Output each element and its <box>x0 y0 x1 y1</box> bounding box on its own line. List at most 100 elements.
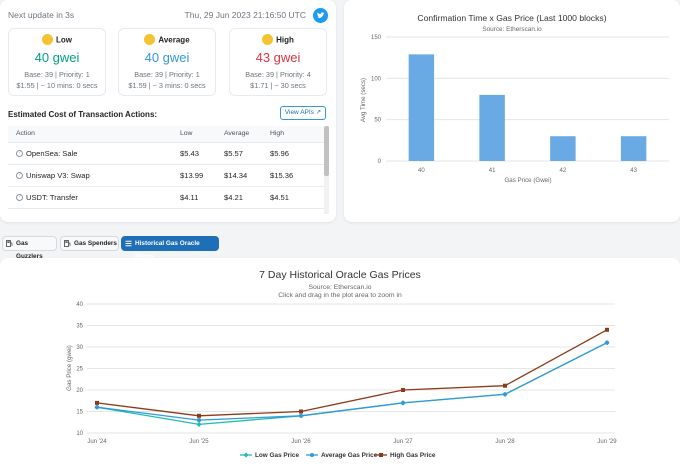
twitter-icon[interactable] <box>313 8 328 23</box>
col-action: Action <box>8 126 172 143</box>
bar-y-tick-label: 0 <box>378 159 382 165</box>
bar-y-tick-label: 100 <box>371 76 382 82</box>
line-x-tick-label: Jun '25 <box>189 439 209 445</box>
line-y-tick-label: 25 <box>76 367 83 373</box>
bar-chart-title: Confirmation Time x Gas Price (Last 1000… <box>417 13 606 23</box>
bar-43[interactable] <box>620 136 647 161</box>
line-y-tick-label: 15 <box>76 410 83 416</box>
cost-table: Action Low Average High ? OpenSea: Sale $… <box>8 126 324 209</box>
question-icon[interactable]: ? <box>16 150 23 157</box>
series-point[interactable] <box>95 400 99 405</box>
legend-marker <box>310 453 314 457</box>
cell-high: $4.51 <box>262 186 324 209</box>
action-name: USDT: Transfer <box>26 192 78 202</box>
table-row: ? OpenSea: Sale $5.43 $5.57 $5.96 <box>8 142 324 165</box>
table-scrollbar-thumb[interactable] <box>324 126 329 176</box>
bar-40[interactable] <box>408 54 435 161</box>
col-high: High <box>262 126 324 143</box>
bar-x-tick-label: 43 <box>630 168 637 174</box>
action-name: Uniswap V3: Swap <box>26 170 90 180</box>
line-x-tick-label: Jun '24 <box>87 439 107 445</box>
line-chart-zoom-hint: Click and drag in the plot area to zoom … <box>278 292 402 299</box>
timestamp-text: Thu, 29 Jun 2023 21:16:50 UTC <box>184 10 306 20</box>
line-chart-subtitle: Source: Etherscan.io <box>308 284 371 291</box>
line-y-tick-label: 20 <box>76 388 83 394</box>
series-line-3[interactable] <box>96 329 608 417</box>
bar-y-tick-label: 50 <box>374 118 381 124</box>
bar-y-tick-label: 150 <box>371 35 382 41</box>
gas-average-base: Base: 39 | Priority: 1 <box>134 70 200 79</box>
series-point[interactable] <box>503 383 507 388</box>
question-icon[interactable]: ? <box>16 172 23 179</box>
legend-item[interactable]: High Gas Price <box>390 452 436 459</box>
gas-low-label: Low <box>56 35 72 45</box>
historical-oracle-chart[interactable]: 7 Day Historical Oracle Gas Prices Sourc… <box>0 258 680 467</box>
gas-low-box: Low 40 gwei Base: 39 | Priority: 1 $1.55 … <box>8 28 106 96</box>
gas-high-value: 43 gwei <box>255 50 301 65</box>
table-row: ? Uniswap V3: Swap $13.99 $14.34 $15.36 <box>8 164 324 187</box>
series-point[interactable] <box>401 388 405 392</box>
cell-average: $4.21 <box>216 186 262 209</box>
legend-marker <box>379 453 383 457</box>
series-point[interactable] <box>604 340 610 345</box>
gas-low-value: 40 gwei <box>34 50 80 65</box>
bar-42[interactable] <box>550 136 576 161</box>
smile-face-icon <box>42 34 53 45</box>
series-point[interactable] <box>400 400 406 405</box>
legend-item[interactable]: Average Gas Price <box>321 452 378 459</box>
gas-pump-icon <box>64 240 71 247</box>
cell-average: $14.34 <box>216 164 262 187</box>
bar-41[interactable] <box>479 94 505 161</box>
list-icon <box>125 240 132 247</box>
gas-average-box: Average 40 gwei Base: 39 | Priority: 1 $1… <box>118 28 216 96</box>
tab-historical-gas-oracle-prices[interactable]: Historical Gas Oracle Prices <box>121 236 219 260</box>
gas-pump-icon <box>6 240 13 247</box>
series-point[interactable] <box>196 418 202 423</box>
series-point[interactable] <box>94 405 100 410</box>
line-x-tick-label: Jun '28 <box>495 439 515 445</box>
estimated-cost-title: Estimated Cost of Transaction Actions: <box>8 110 158 119</box>
bar-chart-xlabel: Gas Price (Gwei) <box>504 177 551 184</box>
happy-face-icon <box>262 34 274 45</box>
bar-x-tick-label: 42 <box>560 168 567 174</box>
series-point[interactable] <box>299 409 303 414</box>
tab-gas-spenders[interactable]: Gas Spenders <box>60 236 119 251</box>
legend-item[interactable]: Low Gas Price <box>255 452 299 459</box>
series-point[interactable] <box>502 392 508 397</box>
line-x-tick-label: Jun '26 <box>291 439 311 445</box>
view-apis-button[interactable]: View APIs ↗ <box>280 106 326 120</box>
cell-low: $5.43 <box>172 142 216 165</box>
cell-low: $13.99 <box>172 164 216 187</box>
view-apis-label: View APIs <box>284 109 314 116</box>
tab-gas-guzzlers[interactable]: Gas Guzzlers <box>2 236 57 260</box>
gas-tracker-card: Next update in 3s Thu, 29 Jun 2023 21:16… <box>0 0 336 222</box>
gas-low-base: Base: 39 | Priority: 1 <box>24 70 90 79</box>
series-line-2[interactable] <box>96 342 608 421</box>
action-name: OpenSea: Sale <box>26 148 78 158</box>
line-y-tick-label: 10 <box>76 431 83 437</box>
line-x-tick-label: Jun '29 <box>597 439 617 445</box>
gas-average-value: 40 gwei <box>144 50 190 65</box>
series-point[interactable] <box>196 421 202 427</box>
gas-high-base: Base: 39 | Priority: 4 <box>245 70 311 79</box>
gas-average-label: Average <box>158 35 190 45</box>
col-low: Low <box>172 126 216 143</box>
cell-low: $4.11 <box>172 186 216 209</box>
confirmation-time-chart[interactable]: Confirmation Time x Gas Price (Last 1000… <box>344 0 680 222</box>
bar-x-tick-label: 41 <box>489 168 496 174</box>
series-point[interactable] <box>605 327 609 332</box>
twitter-bird-icon <box>317 12 325 19</box>
series-point[interactable] <box>298 413 304 418</box>
next-update-text: Next update in 3s <box>8 10 75 20</box>
external-link-icon: ↗ <box>315 109 322 116</box>
line-y-tick-label: 35 <box>76 324 83 330</box>
question-icon[interactable]: ? <box>16 194 23 201</box>
line-x-tick-label: Jun '27 <box>393 439 413 445</box>
series-point[interactable] <box>197 413 201 418</box>
grin-face-icon <box>144 34 156 45</box>
cell-high: $15.36 <box>262 164 324 187</box>
table-row: ? USDT: Transfer $4.11 $4.21 $4.51 <box>8 186 324 209</box>
line-chart-ylabel: Gas Price (gwei) <box>66 345 73 391</box>
table-scrollbar[interactable] <box>324 126 329 214</box>
bar-chart-ylabel: Avg Time (secs) <box>360 78 367 122</box>
